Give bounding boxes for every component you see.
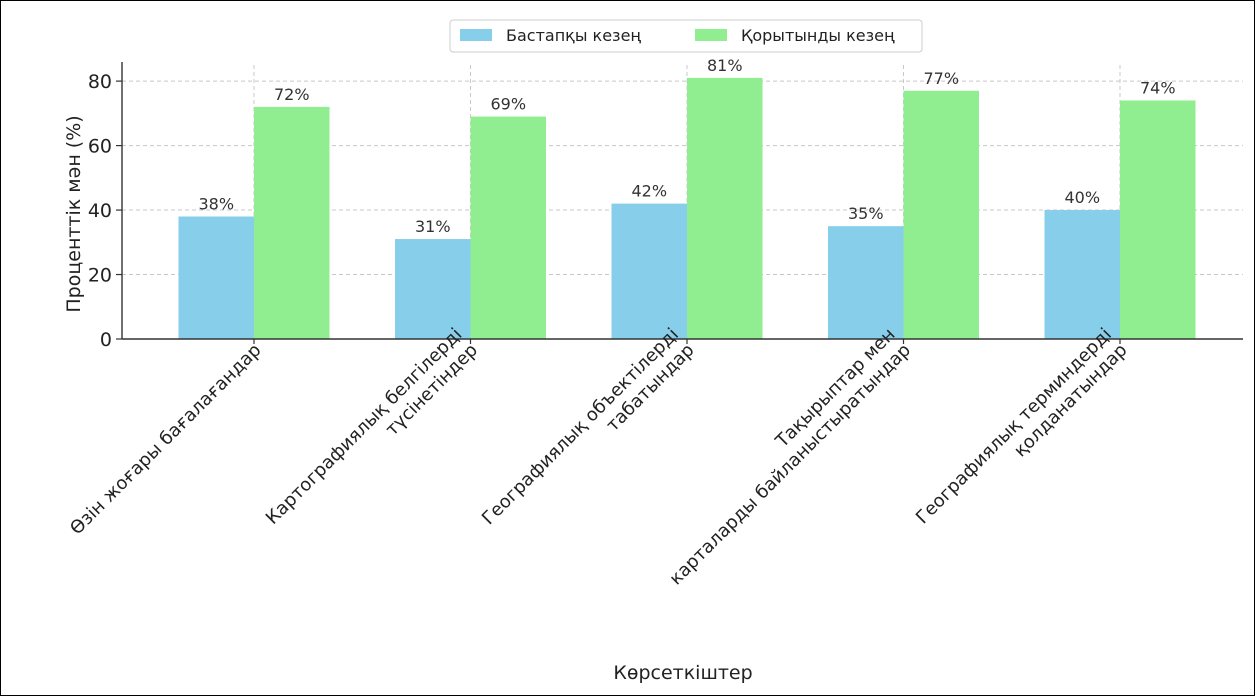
y-tick-label: 0 [100,329,112,351]
x-tick-label: Тақырыптар менкарталарды байланыстыратын… [650,324,915,589]
legend-label-initial: Бастапқы кезең [506,26,641,45]
x-tick-label: Географиялық терминдердіқолданатындар [912,324,1132,544]
bar-initial [179,217,255,339]
y-tick-label: 40 [88,200,112,222]
bar-final [1120,100,1196,339]
x-tick-label-line: Картографиялық белгілерді [262,324,467,529]
bar-value-label: 77% [923,69,959,88]
x-tick-label-line: Географиялық терминдерді [912,324,1116,528]
bar-final [254,107,330,339]
x-tick-label: Географиялық объектілердітабатындар [478,324,699,545]
bar-value-label: 81% [707,56,743,75]
bar-value-label: 69% [490,95,526,114]
bar-final [687,78,763,339]
bar-initial [612,204,688,339]
y-tick-labels: 0 20 40 60 80 [88,71,112,351]
y-tick-label: 80 [88,71,112,93]
bars [179,78,1196,339]
x-tick-label-line: Географиялық объектілерді [478,324,683,529]
bar-final [904,91,980,339]
bar-initial [1045,210,1121,339]
x-tick-label-line: Өзін жоғары бағалағандар [66,340,265,539]
bar-final [471,117,547,339]
bar-value-label: 74% [1140,78,1176,97]
bar-initial [828,226,904,339]
bar-value-label: 35% [848,204,884,223]
bar-initial [395,239,471,339]
legend-label-final: Қорытынды кезең [741,26,895,45]
y-axis-title: Проценттік мән (%) [63,115,85,312]
y-tick-label: 60 [88,136,112,158]
legend-swatch-final [695,29,727,41]
bar-value-label: 31% [415,217,451,236]
bar-value-label: 42% [631,182,667,201]
legend-swatch-initial [460,29,492,41]
x-tick-label-line: карталарды байланыстыратындар [665,340,915,590]
x-tick-label: Өзін жоғары бағалағандар [66,340,265,539]
x-tick-label: Картографиялық белгілердітүсінетіндер [262,324,482,544]
x-axis-title: Көрсеткіштер [613,662,752,684]
bar-value-label: 40% [1064,188,1100,207]
bar-value-label: 38% [198,195,234,214]
legend: Бастапқы кезең Қорытынды кезең [450,20,922,52]
bar-value-label: 72% [274,85,310,104]
y-tick-label: 20 [88,265,112,287]
